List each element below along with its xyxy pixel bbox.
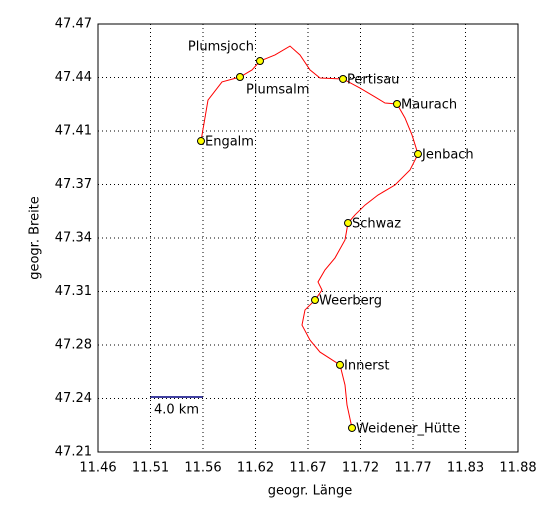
place-label: Weidener_Hütte xyxy=(356,421,460,436)
place-label: Engalm xyxy=(205,135,254,150)
place-label: Innerst xyxy=(344,358,390,373)
place-marker xyxy=(344,219,352,228)
y-tick-label: 47.44 xyxy=(55,70,92,85)
y-tick-label: 47.31 xyxy=(55,284,92,299)
place-label: Plumsalm xyxy=(246,83,309,98)
x-tick-label: 11.72 xyxy=(342,461,379,476)
place-marker xyxy=(393,100,401,109)
place-marker xyxy=(339,74,347,83)
y-tick-label: 47.28 xyxy=(55,338,92,353)
y-tick-label: 47.41 xyxy=(55,124,92,139)
x-tick-label: 11.51 xyxy=(132,461,169,476)
place-label: Maurach xyxy=(401,98,457,113)
place-label: Pertisau xyxy=(347,72,399,87)
x-tick-label: 11.46 xyxy=(79,461,116,476)
x-tick-label: 11.77 xyxy=(394,461,431,476)
place-label: Weerberg xyxy=(319,294,382,309)
x-tick-label: 11.62 xyxy=(237,461,274,476)
place-marker xyxy=(336,360,344,369)
x-tick-label: 11.67 xyxy=(289,461,326,476)
route-line xyxy=(200,45,419,429)
x-axis-label: geogr. Länge xyxy=(268,484,353,499)
place-marker xyxy=(197,137,205,146)
x-tick-label: 11.83 xyxy=(447,461,484,476)
place-marker xyxy=(311,296,319,305)
place-label: Jenbach xyxy=(421,148,474,163)
x-tick-label: 11.88 xyxy=(499,461,536,476)
y-tick-label: 47.21 xyxy=(55,445,92,460)
place-marker xyxy=(236,73,244,82)
place-label: Schwaz xyxy=(352,217,401,232)
scale-label: 4.0 km xyxy=(154,403,199,418)
place-label: Plumsjoch xyxy=(188,40,254,55)
y-tick-label: 47.47 xyxy=(55,17,92,32)
place-marker xyxy=(348,423,356,432)
y-tick-label: 47.37 xyxy=(55,177,92,192)
x-tick-label: 11.56 xyxy=(184,461,221,476)
place-marker xyxy=(414,150,422,159)
place-marker xyxy=(256,57,264,66)
y-tick-label: 47.24 xyxy=(55,391,92,406)
y-tick-label: 47.34 xyxy=(55,231,92,246)
y-axis-label: geogr. Breite xyxy=(28,196,43,280)
